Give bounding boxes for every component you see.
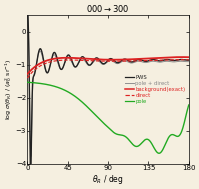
X-axis label: $\theta_R$ / deg: $\theta_R$ / deg	[92, 173, 124, 186]
Legend: PWS, pole + direct, background(exact), direct, pole: PWS, pole + direct, background(exact), d…	[125, 74, 186, 104]
Y-axis label: log $\sigma(\theta_R)$ / $(a_0^2\ \mathrm{sr}^{-1})$: log $\sigma(\theta_R)$ / $(a_0^2\ \mathr…	[3, 59, 14, 120]
Title: $000 \rightarrow 300$: $000 \rightarrow 300$	[86, 3, 130, 15]
